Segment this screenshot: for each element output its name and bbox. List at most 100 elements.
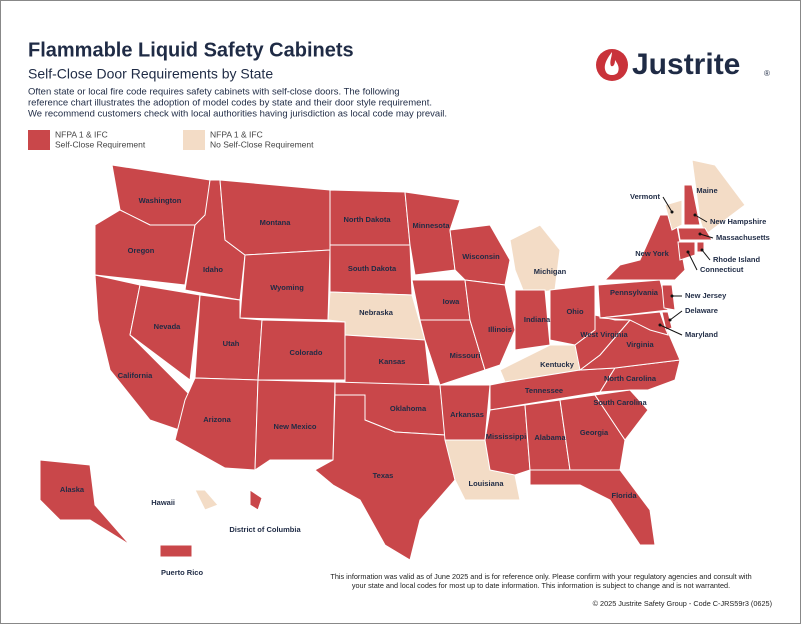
state-label: Massachusetts — [716, 233, 770, 242]
state — [599, 311, 669, 336]
state-label: Connecticut — [700, 265, 744, 274]
state-label: Nebraska — [359, 308, 394, 317]
leader-tip — [670, 210, 674, 214]
state-label: New Jersey — [685, 291, 727, 300]
title: Flammable Liquid Safety Cabinets — [28, 39, 354, 61]
copyright: © 2025 Justrite Safety Group - Code C-JR… — [593, 599, 772, 608]
state — [677, 241, 696, 261]
state-label: Washington — [139, 196, 182, 205]
footer-note: This information was valid as of June 20… — [330, 572, 751, 581]
logo-icon — [596, 49, 628, 81]
state-label: Missouri — [450, 351, 481, 360]
state-label: Florida — [611, 491, 637, 500]
state-label: North Dakota — [343, 215, 391, 224]
state-label: North Carolina — [604, 374, 657, 383]
state — [249, 489, 263, 511]
legend-label: NFPA 1 & IFC — [55, 129, 108, 139]
leader-line — [662, 196, 673, 213]
state-label: Rhode Island — [713, 255, 761, 264]
state-label: South Dakota — [348, 264, 397, 273]
state-label: Georgia — [580, 428, 609, 437]
state-label: Colorado — [290, 348, 323, 357]
legend-label: Self-Close Requirement — [55, 139, 146, 149]
leader-tip — [670, 294, 674, 298]
legend-label: No Self-Close Requirement — [210, 139, 314, 149]
state-label: Virginia — [626, 340, 654, 349]
leader-line — [694, 214, 708, 223]
description-line: Often state or local fire code requires … — [28, 87, 400, 98]
state-label: Montana — [260, 218, 292, 227]
state-label: Arizona — [203, 415, 231, 424]
description-line: We recommend customers check with local … — [28, 109, 447, 120]
state-label: Delaware — [685, 306, 718, 315]
subtitle: Self-Close Door Requirements by State — [28, 66, 273, 82]
state — [411, 279, 471, 321]
state-label: Utah — [223, 339, 240, 348]
state-label: South Carolina — [593, 398, 647, 407]
logo-mark: ® — [764, 69, 770, 78]
state — [529, 469, 656, 546]
state-label: New Mexico — [274, 422, 317, 431]
legend-swatch — [28, 130, 50, 150]
state-label: Indiana — [524, 315, 551, 324]
state-label: Nevada — [154, 322, 182, 331]
leader-tip — [700, 248, 704, 252]
state-label: New York — [635, 249, 669, 258]
leader-tip — [698, 232, 702, 236]
state — [39, 459, 131, 546]
logo-text: Justrite — [632, 48, 740, 81]
state-label: Mississippi — [486, 432, 526, 441]
state-label: Maryland — [685, 330, 718, 339]
leader-line — [699, 233, 714, 239]
state-label: District of Columbia — [229, 525, 301, 534]
logo-flame — [604, 52, 619, 75]
state-label: Pennsylvania — [610, 288, 659, 297]
leader-tip — [693, 213, 697, 217]
logo: Justrite ® — [596, 48, 770, 81]
legend-label: NFPA 1 & IFC — [210, 129, 263, 139]
state-label: Oklahoma — [390, 404, 427, 413]
state-label: Ohio — [566, 307, 583, 316]
leader-line — [669, 310, 683, 321]
leader-tip — [668, 318, 672, 322]
leader-tip — [686, 250, 690, 254]
state — [159, 544, 193, 558]
state-label: Texas — [373, 471, 394, 480]
footer-note: your state and local codes for most up t… — [352, 581, 730, 590]
state — [254, 379, 336, 471]
state-label: Hawaii — [151, 498, 175, 507]
state-label: Wyoming — [270, 283, 304, 292]
state-label: Kansas — [379, 357, 406, 366]
state-label: Kentucky — [540, 360, 575, 369]
leader-line — [701, 249, 711, 261]
state — [597, 279, 669, 319]
state-label: Alaska — [60, 485, 85, 494]
state — [594, 389, 649, 441]
leader-line — [687, 251, 698, 271]
state-label: Vermont — [630, 192, 661, 201]
state-label: Idaho — [203, 265, 223, 274]
state — [677, 227, 713, 241]
state-label: Wisconsin — [462, 252, 500, 261]
state-label: Oregon — [128, 246, 155, 255]
state-label: Tennessee — [525, 386, 563, 395]
state — [691, 159, 746, 236]
state — [129, 284, 201, 381]
state — [661, 311, 673, 331]
state — [661, 284, 676, 311]
state — [314, 394, 456, 561]
leader-tip — [658, 323, 662, 327]
state-label: West Virginia — [580, 330, 628, 339]
state — [464, 279, 516, 371]
state-label: New Hampshire — [710, 217, 766, 226]
state — [194, 489, 219, 511]
state-label: Illinois — [488, 325, 512, 334]
state-label: Maine — [696, 186, 717, 195]
state-label: Minnesota — [412, 221, 450, 230]
state-label: Alabama — [534, 433, 566, 442]
state-label: Puerto Rico — [161, 568, 204, 577]
state — [559, 394, 626, 471]
state-label: Michigan — [534, 267, 567, 276]
state-label: Iowa — [443, 297, 460, 306]
state-label: Louisiana — [468, 479, 504, 488]
